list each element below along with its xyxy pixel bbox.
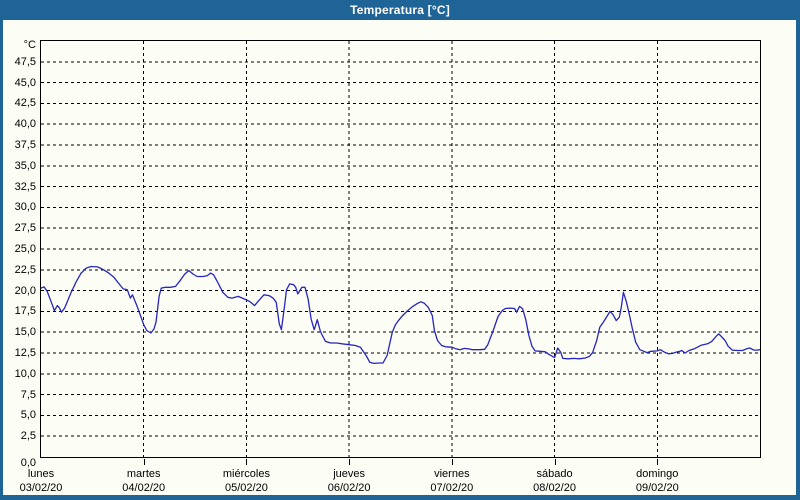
y-tick-label: 32,5 — [14, 180, 36, 193]
x-axis-tick — [349, 459, 351, 465]
x-date-label: 03/02/20 — [19, 482, 63, 494]
x-date-label: 05/02/20 — [225, 482, 268, 494]
y-tick-label: 45,0 — [14, 76, 36, 89]
y-tick-label: 15,0 — [14, 326, 36, 339]
y-tick-label: 22,5 — [14, 263, 36, 276]
y-tick-label: 7,5 — [20, 388, 36, 401]
window-border-bottom — [0, 495, 800, 500]
y-axis-unit-label: °C — [23, 39, 36, 51]
y-tick-label: 47,5 — [14, 55, 36, 68]
window-border-left — [0, 20, 3, 500]
y-tick-label: 12,5 — [14, 347, 36, 359]
y-tick-label: 17,5 — [14, 305, 36, 318]
x-day-name-label: viernes — [434, 468, 470, 480]
y-tick-label: 40,0 — [14, 118, 36, 131]
y-tick-label: 42,5 — [14, 97, 36, 110]
window-title: Temperatura [°C] — [350, 3, 450, 17]
x-axis-tick — [657, 459, 659, 465]
x-axis-tick — [451, 459, 454, 465]
plot-area — [40, 40, 761, 458]
x-date-label: 09/02/20 — [635, 482, 679, 494]
x-day-name-label: miércoles — [222, 468, 270, 480]
y-tick-label: 5,0 — [20, 409, 36, 422]
x-axis-tick — [554, 459, 557, 465]
title-bar: Temperatura [°C] — [0, 0, 800, 20]
y-tick-label: 0,0 — [20, 457, 36, 469]
window-border-right — [796, 20, 800, 500]
x-day-name-label: sábado — [536, 468, 573, 480]
x-date-label: 07/02/20 — [430, 482, 474, 494]
x-date-label: 06/02/20 — [327, 482, 371, 494]
y-tick-label: 27,5 — [14, 222, 36, 235]
y-tick-label: 2,5 — [20, 430, 36, 443]
y-tick-label: 37,5 — [14, 139, 36, 151]
x-date-label: 04/02/20 — [122, 482, 166, 494]
x-day-name-label: martes — [126, 468, 161, 480]
y-tick-label: 25,0 — [14, 243, 36, 255]
x-day-name-label: jueves — [333, 468, 366, 480]
y-tick-label: 20,0 — [14, 284, 36, 297]
y-tick-label: 35,0 — [14, 159, 36, 172]
y-tick-label: 30,0 — [14, 201, 36, 214]
x-axis-tick — [143, 459, 146, 465]
temperature-line-chart — [41, 41, 760, 457]
x-axis-tick — [246, 459, 248, 465]
y-tick-label: 10,0 — [14, 367, 36, 380]
x-day-name-label: domingo — [636, 468, 679, 480]
x-day-name-label: lunes — [27, 468, 55, 480]
x-date-label: 08/02/20 — [533, 482, 576, 494]
